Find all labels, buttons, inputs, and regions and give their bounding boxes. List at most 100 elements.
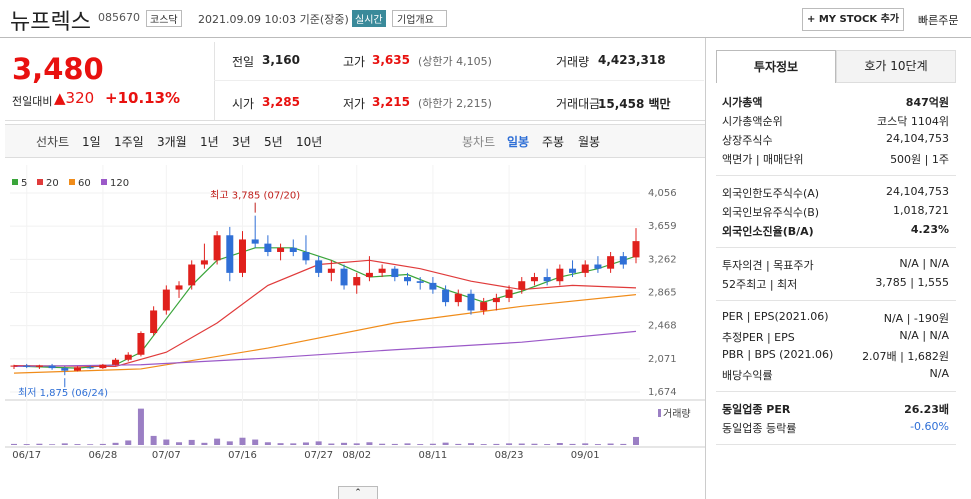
volume-bar <box>49 444 56 445</box>
candle-body <box>454 293 462 303</box>
price: 3,480 <box>12 52 104 86</box>
candle-body <box>277 247 285 252</box>
candle-body <box>137 333 145 355</box>
market-badge: 코스닥 <box>146 10 182 27</box>
candle-tab[interactable]: 월봉 <box>578 135 601 149</box>
period-tab[interactable]: 1년 <box>200 135 219 149</box>
info-value: N/A | -190원 <box>883 312 949 325</box>
period-tab[interactable]: 1주일 <box>114 135 144 149</box>
info-value: 26.23배 <box>904 403 949 416</box>
quote-value: 3,160 <box>262 53 300 67</box>
period-tab[interactable]: 3년 <box>232 135 251 149</box>
legend-label: 120 <box>110 178 129 189</box>
legend-swatch <box>101 179 107 185</box>
volume-bar <box>379 443 386 445</box>
change-label: 전일대비 <box>12 95 53 108</box>
volume-bar <box>87 444 94 445</box>
candle-body <box>353 277 361 286</box>
period-tab[interactable]: 5년 <box>264 135 283 149</box>
volume-bar <box>620 443 627 445</box>
legend-swatch <box>69 179 75 185</box>
x-tick-label: 09/01 <box>571 450 600 461</box>
candle-body <box>162 289 170 311</box>
info-label: 외국인소진율(B/A) <box>722 225 814 238</box>
change: ▲320 <box>54 89 95 107</box>
candle-tab[interactable]: 일봉 <box>507 135 530 149</box>
quote-label: 전일 <box>232 55 255 69</box>
volume-bar <box>531 443 538 445</box>
candle-body <box>340 268 348 286</box>
candle-body <box>175 285 183 290</box>
info-tab[interactable]: 호가 10단계 <box>836 50 956 83</box>
volume-bar <box>201 442 208 445</box>
candle-body <box>86 367 94 369</box>
volume-bar <box>226 441 233 445</box>
candle-body <box>10 365 18 367</box>
volume-bar <box>341 442 348 445</box>
period-tab[interactable]: 1일 <box>82 135 101 149</box>
period-tab[interactable]: 3개월 <box>157 135 187 149</box>
rate: +10.13% <box>105 89 181 107</box>
mystock-button[interactable]: + MY STOCK 추가 <box>802 8 904 31</box>
info-tab[interactable]: 투자정보 <box>716 50 836 83</box>
tab-candle[interactable]: 봉차트 <box>462 135 496 149</box>
info-value: 3,785 | 1,555 <box>875 276 949 289</box>
x-tick-label: 06/28 <box>88 450 117 461</box>
info-value: N/A | N/A <box>899 329 949 342</box>
info-separator <box>716 247 956 248</box>
ma-line <box>13 293 637 374</box>
volume-bar <box>23 444 30 445</box>
period-tab[interactable]: 10년 <box>296 135 323 149</box>
ma-line <box>13 247 637 369</box>
volume-bar <box>569 443 576 445</box>
candle-body <box>365 272 373 278</box>
y-tick-label: 2,071 <box>648 354 677 365</box>
legend-label: 5 <box>21 178 27 189</box>
x-tick-label: 08/02 <box>342 450 371 461</box>
divider <box>214 42 215 120</box>
candle-body <box>581 264 589 273</box>
volume-bar <box>36 443 43 445</box>
candle-body <box>429 282 437 290</box>
header-line <box>0 37 971 38</box>
volume-bar <box>493 443 500 445</box>
candle-body <box>518 281 526 290</box>
x-tick-label: 07/16 <box>228 450 257 461</box>
info-value: 24,104,753 <box>886 185 949 198</box>
quick-order[interactable]: 빠른주문 <box>918 14 959 27</box>
annotation: 최저 1,875 (06/24) <box>18 387 108 399</box>
candle-body <box>200 260 208 265</box>
volume-bar <box>442 442 449 445</box>
info-value: 500원 | 1주 <box>890 153 949 166</box>
candle-body <box>264 243 272 252</box>
candle-body <box>327 268 335 273</box>
volume-bar <box>556 443 563 445</box>
quote-value: 4,423,318 <box>598 53 666 67</box>
quote-label: 시가 <box>232 97 255 111</box>
candle-body <box>467 293 475 311</box>
y-tick-label: 3,659 <box>648 221 677 232</box>
volume-bar <box>99 443 106 445</box>
company-dropdown[interactable]: 기업개요 <box>392 10 447 27</box>
volume-bar <box>353 443 360 445</box>
y-tick-label: 1,674 <box>648 387 677 398</box>
volume-bar <box>391 443 398 445</box>
volume-bar <box>429 443 436 445</box>
info-value: 847억원 <box>905 96 949 109</box>
volume-bar <box>125 440 132 445</box>
realtime-badge: 실시간 <box>352 10 386 27</box>
tab-line[interactable]: 선차트 <box>36 135 70 149</box>
volume-bar <box>480 444 487 445</box>
annotation: 최고 3,785 (07/20) <box>210 190 300 202</box>
candle-body <box>404 277 412 282</box>
volume-bar <box>328 443 335 445</box>
candle-tab[interactable]: 주봉 <box>542 135 565 149</box>
quote-label: 저가 <box>343 97 366 111</box>
collapse-button[interactable]: ⌃ <box>338 486 378 499</box>
volume-bar <box>137 408 144 445</box>
info-label: 동일업종 PER <box>722 403 791 416</box>
candle-body <box>619 256 627 265</box>
info-value: N/A <box>929 367 949 380</box>
